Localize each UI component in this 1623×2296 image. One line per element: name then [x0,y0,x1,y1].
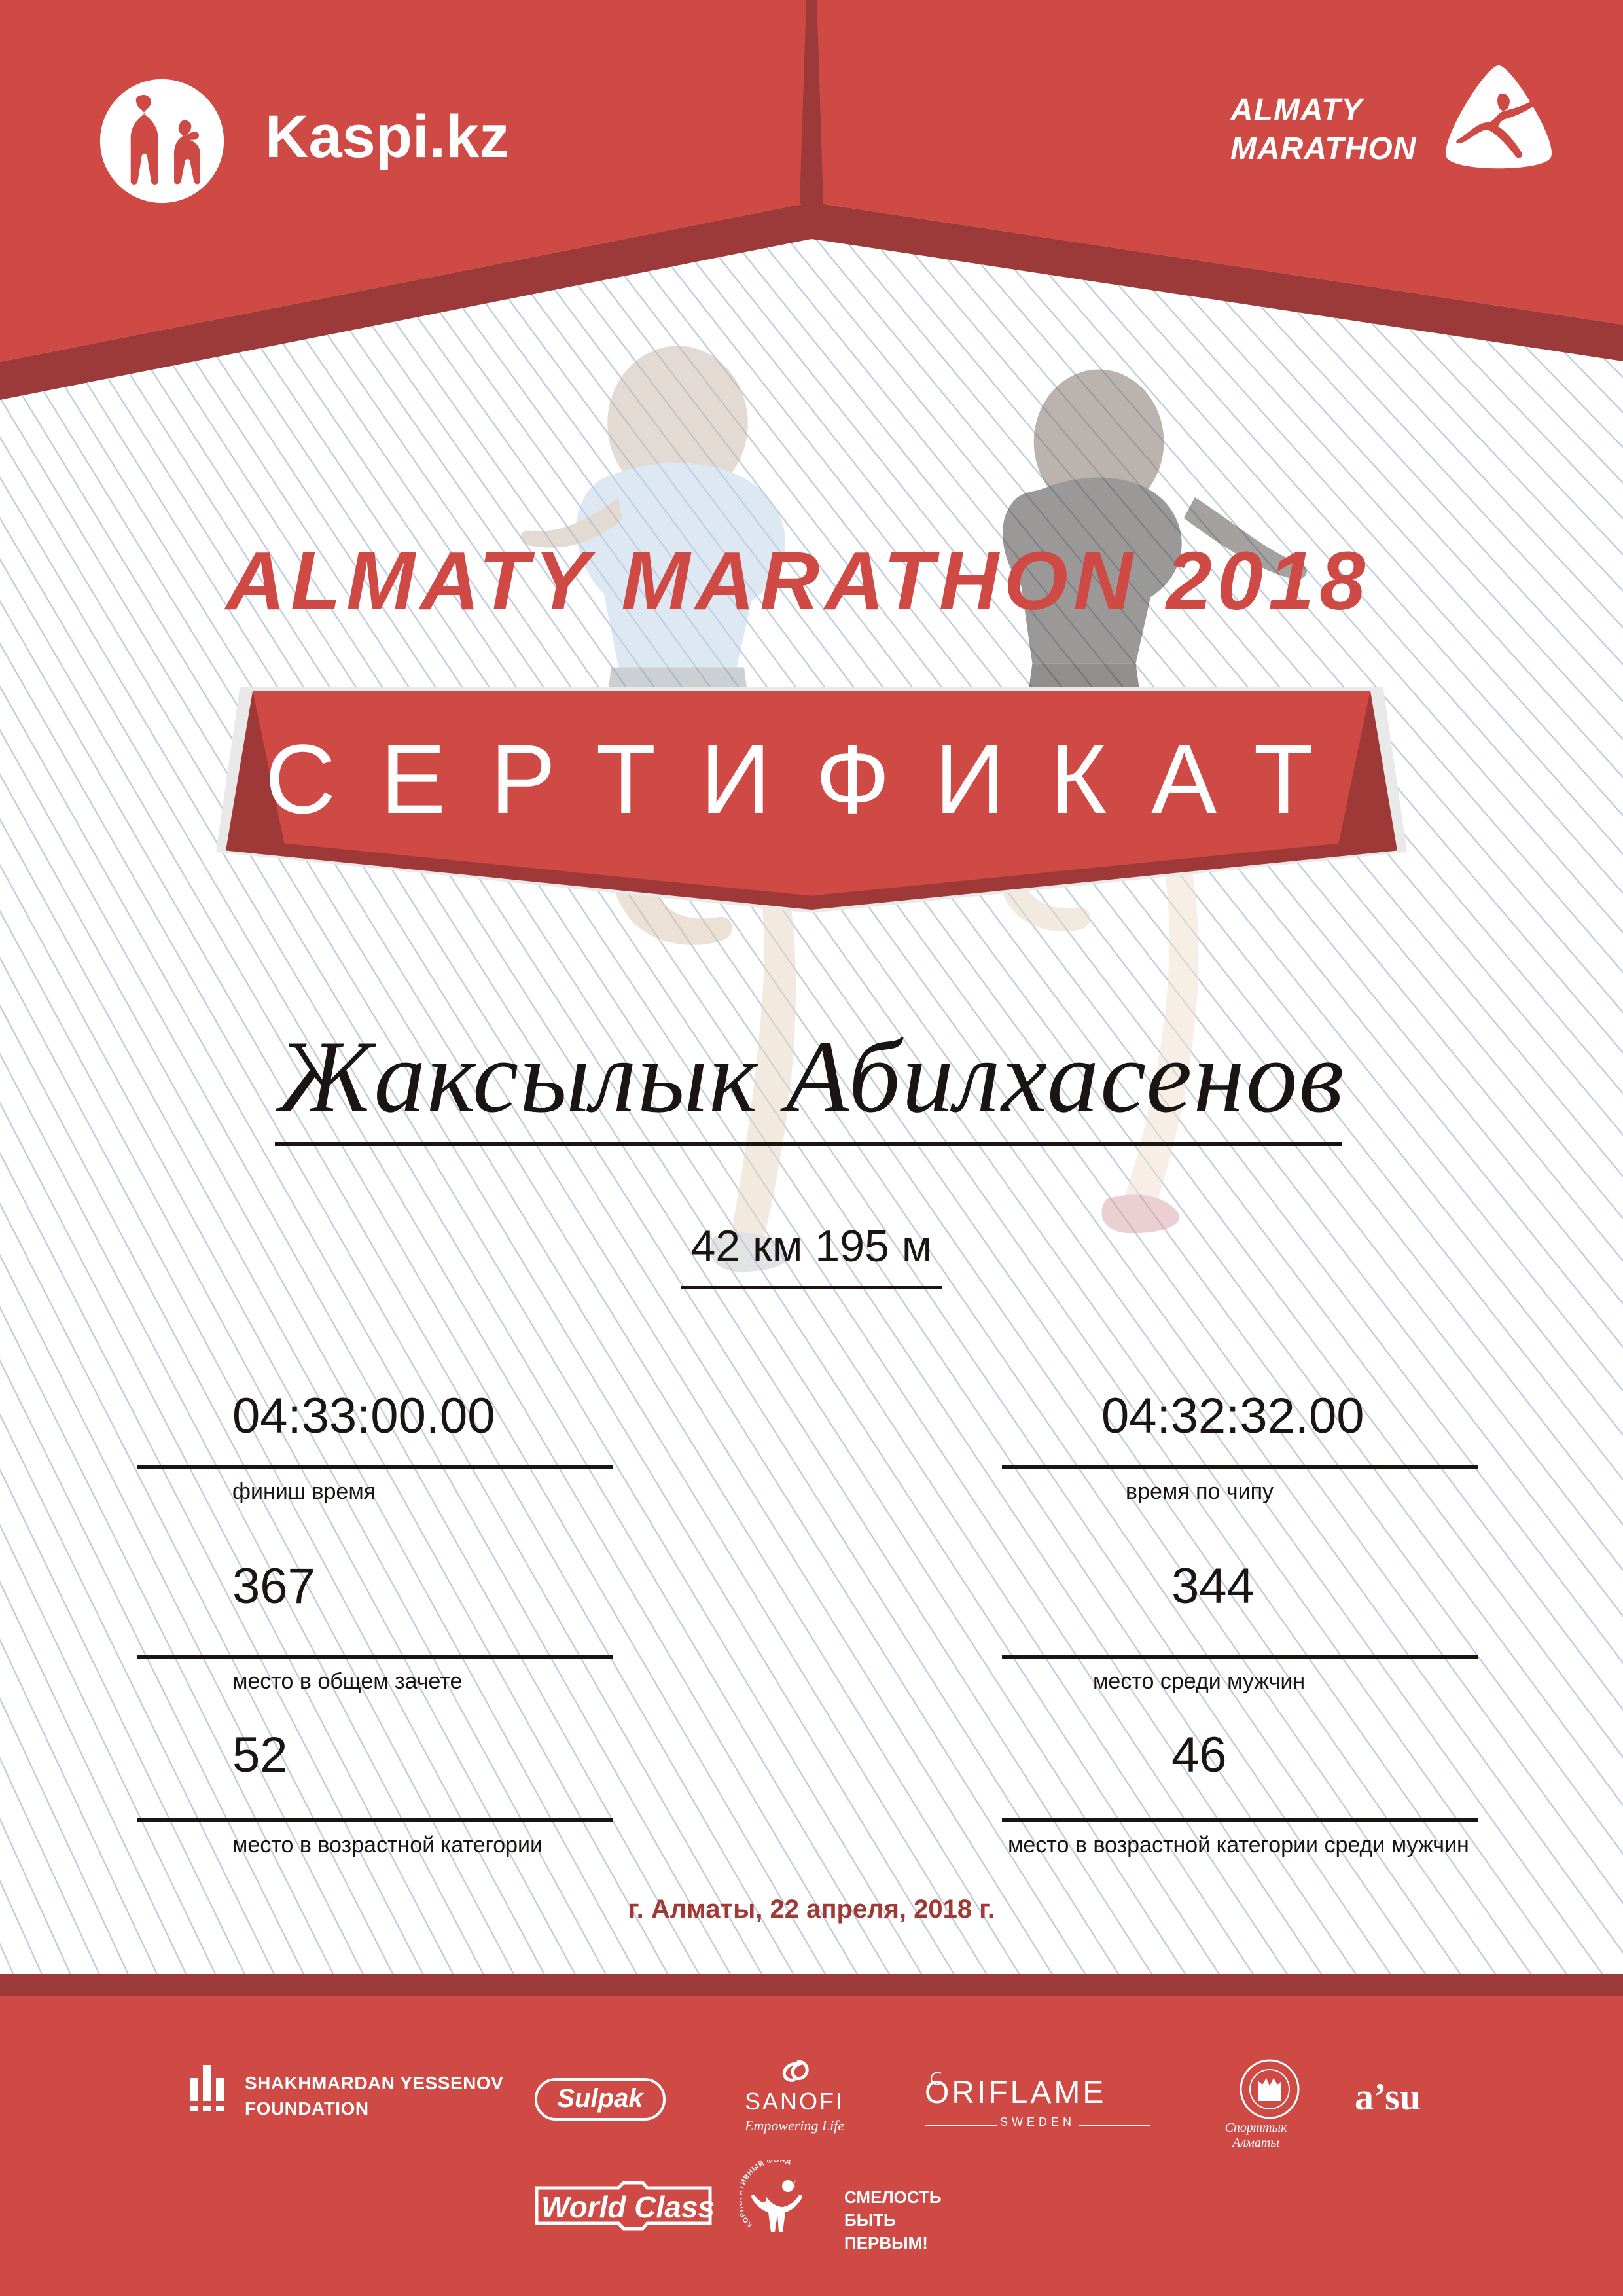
svg-text:Sulpak: Sulpak [557,2084,644,2113]
svg-text:World Class: World Class [541,2190,715,2224]
